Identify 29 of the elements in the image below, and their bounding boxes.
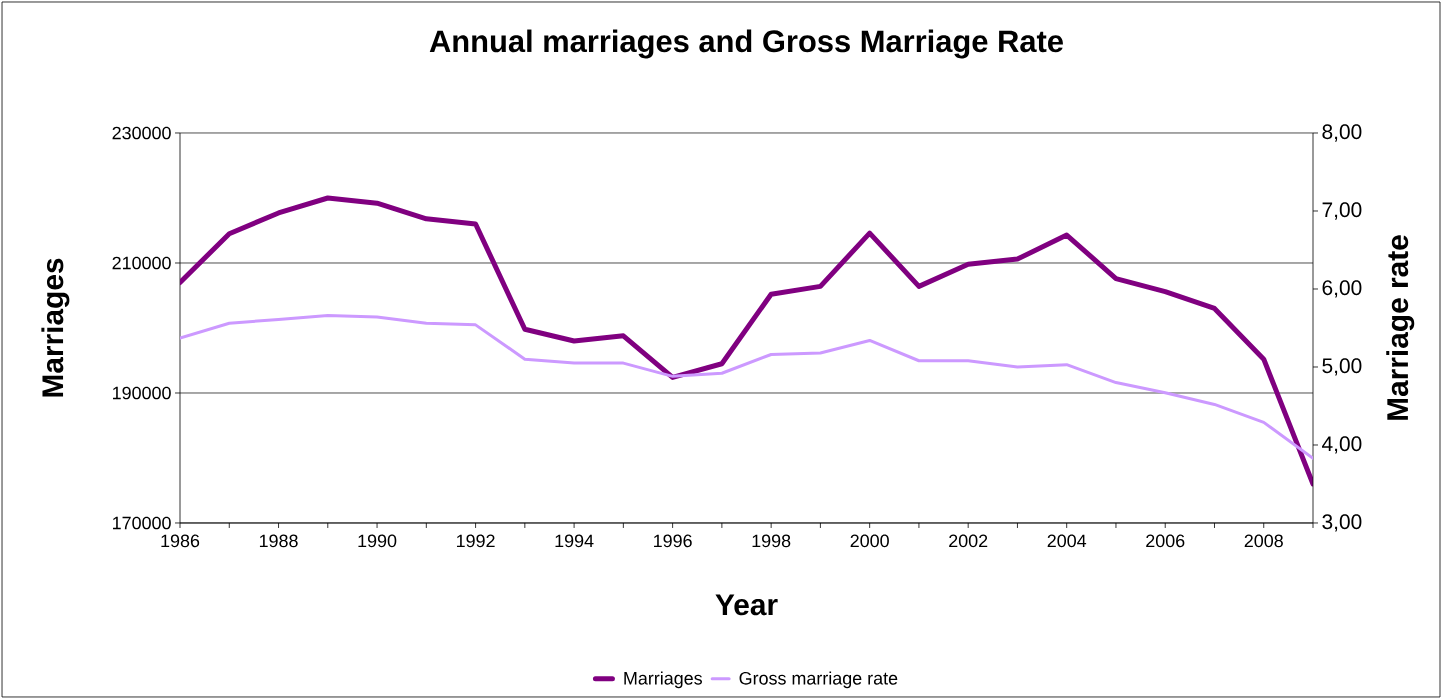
y2-tick-label: 4,00 [1322,436,1362,454]
legend-label: Marriages [624,671,702,689]
x-tick-label: 2002 [949,534,988,548]
y2-tick-label: 3,00 [1322,514,1362,532]
legend-label: Gross marriage rate [739,671,898,689]
x-tick-label: 1994 [555,534,594,548]
x-tick-label: 1998 [752,534,791,548]
y-tick-label: 190000 [113,386,171,400]
x-axis-title: Year [715,594,778,616]
x-tick-label: 2004 [1047,534,1087,548]
line-series [180,314,1314,460]
y2-tick-label: 6,00 [1322,280,1362,298]
x-tick-label: 2000 [850,534,889,548]
y2-axis-title: Marriage rate [1386,235,1415,420]
x-tick-label: 1992 [456,534,495,548]
y-tick-label: 170000 [113,516,171,530]
y-tick-label: 210000 [112,256,171,270]
y2-tick-label: 7,00 [1322,202,1362,220]
y2-tick-label: 8,00 [1322,124,1362,142]
x-tick-label: 1996 [654,534,692,548]
y-axis-title: Marriages [41,258,70,397]
x-tick-label: 2008 [1244,534,1283,548]
y2-tick-label: 5,00 [1322,358,1362,376]
x-tick-label: 1988 [259,534,298,548]
chart-title: Annual marriages and Gross Marriage Rate [429,29,1063,59]
x-tick-label: 2006 [1146,534,1185,548]
y-tick-label: 230000 [112,126,171,140]
x-tick-label: 1990 [358,534,397,548]
x-tick-label: 1986 [161,534,200,548]
